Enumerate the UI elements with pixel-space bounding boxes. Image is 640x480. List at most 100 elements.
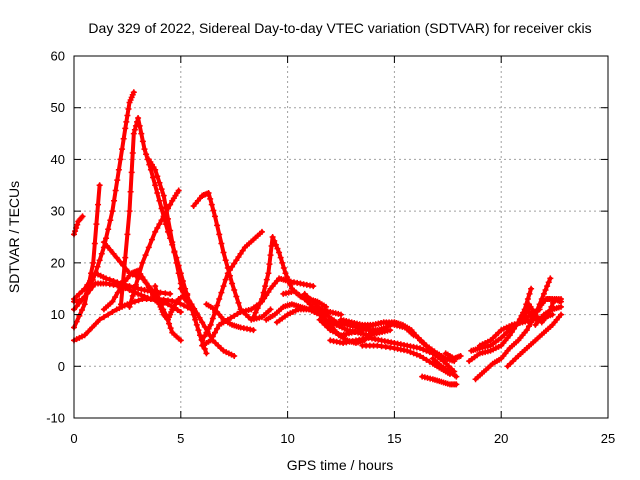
data-point-marker xyxy=(79,307,86,314)
data-point-marker xyxy=(147,288,154,295)
data-point-marker xyxy=(282,270,289,277)
data-point-marker xyxy=(404,347,411,354)
data-point-marker xyxy=(426,349,433,356)
data-point-marker xyxy=(254,305,261,312)
data-point-marker xyxy=(127,188,134,195)
data-point-marker xyxy=(73,303,80,310)
data-point-marker xyxy=(214,325,221,332)
data-point-marker xyxy=(524,296,531,303)
data-point-marker xyxy=(156,197,163,204)
chart-title: Day 329 of 2022, Sidereal Day-to-day VTE… xyxy=(88,20,591,36)
data-point-marker xyxy=(89,324,96,331)
data-point-marker xyxy=(201,323,208,330)
data-point-marker xyxy=(105,226,112,233)
data-point-marker xyxy=(155,296,162,303)
data-point-marker xyxy=(135,290,142,297)
data-point-marker xyxy=(258,296,265,303)
data-point-marker xyxy=(210,207,217,214)
data-point-marker xyxy=(407,349,414,356)
data-point-marker xyxy=(139,274,146,281)
data-point-marker xyxy=(158,186,165,193)
data-point-marker xyxy=(214,222,221,229)
data-point-marker xyxy=(203,350,210,357)
data-point-marker xyxy=(124,231,131,238)
data-point-marker xyxy=(123,118,130,125)
data-point-marker xyxy=(237,250,244,257)
data-point-marker xyxy=(526,290,533,297)
y-tick-label: 10 xyxy=(51,307,65,322)
data-point-marker xyxy=(95,201,102,208)
x-tick-label: 0 xyxy=(70,431,77,446)
data-point-marker xyxy=(192,316,199,323)
data-point-marker xyxy=(410,332,417,339)
data-point-marker xyxy=(81,285,88,292)
data-point-marker xyxy=(279,259,286,266)
data-point-marker xyxy=(274,245,281,252)
x-axis-label: GPS time / hours xyxy=(287,457,394,473)
y-tick-label: 0 xyxy=(58,359,65,374)
data-point-marker xyxy=(185,297,192,304)
data-point-marker xyxy=(72,228,79,235)
data-point-marker xyxy=(250,314,257,321)
data-point-marker xyxy=(231,312,238,319)
data-point-marker xyxy=(250,327,257,334)
data-point-marker xyxy=(79,213,86,220)
data-point-marker xyxy=(267,306,274,313)
data-point-marker xyxy=(191,305,198,312)
data-point-marker xyxy=(227,314,234,321)
data-point-marker xyxy=(272,241,279,248)
x-tick-label: 15 xyxy=(387,431,401,446)
data-point-marker xyxy=(145,284,152,291)
data-point-marker xyxy=(193,310,200,317)
data-point-marker xyxy=(74,221,81,228)
data-point-marker xyxy=(132,281,139,288)
data-point-marker xyxy=(258,228,265,235)
data-point-marker xyxy=(528,285,535,292)
data-point-marker xyxy=(96,316,103,323)
data-point-marker xyxy=(413,351,420,358)
data-point-marker xyxy=(226,266,233,273)
data-point-marker xyxy=(285,277,292,284)
data-point-marker xyxy=(420,354,427,361)
data-point-marker xyxy=(109,208,116,215)
data-point-marker xyxy=(209,333,216,340)
data-point-marker xyxy=(167,201,174,208)
data-point-marker xyxy=(158,205,165,212)
data-point-marker xyxy=(284,274,291,281)
data-point-marker xyxy=(144,294,151,301)
data-point-marker xyxy=(114,289,121,296)
data-point-marker xyxy=(122,254,129,261)
data-point-marker xyxy=(167,325,174,332)
data-point-marker xyxy=(195,327,202,334)
data-point-marker xyxy=(208,201,215,208)
data-point-marker xyxy=(266,261,273,268)
data-point-marker xyxy=(126,303,133,310)
data-point-marker xyxy=(141,146,148,153)
data-point-marker xyxy=(540,290,547,297)
data-point-marker xyxy=(141,277,148,284)
data-point-marker xyxy=(235,254,242,261)
plot-frame xyxy=(73,55,609,419)
data-point-marker xyxy=(91,240,98,247)
data-point-marker xyxy=(120,135,127,142)
data-point-marker xyxy=(323,303,330,310)
data-point-marker xyxy=(89,283,96,290)
data-point-marker xyxy=(222,276,229,283)
data-point-marker xyxy=(525,323,532,330)
series-arc-27 xyxy=(419,373,460,388)
grid xyxy=(74,56,608,418)
data-point-marker xyxy=(103,235,110,242)
x-tick-label: 5 xyxy=(177,431,184,446)
data-point-marker xyxy=(207,195,214,202)
data-point-marker xyxy=(87,287,94,294)
data-point-marker xyxy=(220,249,227,256)
data-point-marker xyxy=(104,243,111,250)
data-point-marker xyxy=(199,319,206,326)
series-arc-28 xyxy=(429,355,460,380)
data-point-marker xyxy=(287,281,294,288)
data-point-marker xyxy=(256,300,263,307)
data-point-marker xyxy=(214,302,221,309)
data-point-marker xyxy=(542,287,549,294)
data-point-marker xyxy=(211,329,218,336)
y-tick-label: 30 xyxy=(51,204,65,219)
